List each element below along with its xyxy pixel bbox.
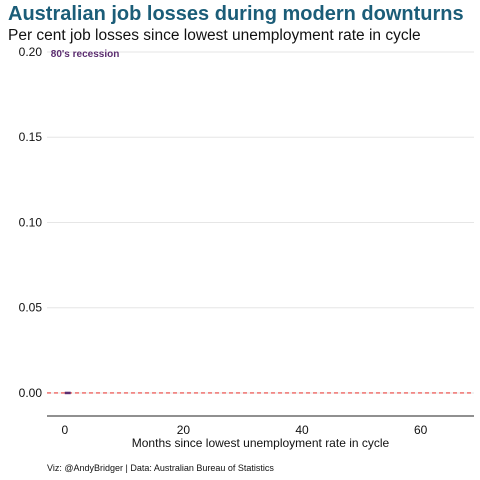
x-tick-label: 20 bbox=[177, 423, 191, 437]
y-tick-label: 0.15 bbox=[19, 130, 43, 144]
chart-title: Australian job losses during modern down… bbox=[8, 3, 464, 25]
x-axis-title: Months since lowest unemployment rate in… bbox=[132, 436, 390, 450]
x-axis-ticks: 0 20 40 60 bbox=[61, 423, 427, 437]
annotations: 80's recession bbox=[51, 49, 120, 60]
gridlines bbox=[47, 51, 474, 394]
x-tick-label: 40 bbox=[295, 423, 309, 437]
y-tick-label: 0.20 bbox=[19, 45, 43, 59]
y-tick-label: 0.10 bbox=[19, 215, 43, 229]
chart-caption: Viz: @AndyBridger | Data: Australian Bur… bbox=[47, 463, 274, 473]
chart-subtitle: Per cent job losses since lowest unemplo… bbox=[8, 27, 421, 44]
y-axis-ticks: 0.00 0.05 0.10 0.15 0.20 bbox=[19, 45, 43, 400]
y-tick-label: 0.00 bbox=[19, 386, 43, 400]
y-tick-label: 0.05 bbox=[19, 301, 43, 315]
x-tick-label: 60 bbox=[414, 423, 428, 437]
x-tick-label: 0 bbox=[61, 423, 68, 437]
series-annotation-label: 80's recession bbox=[51, 49, 120, 60]
